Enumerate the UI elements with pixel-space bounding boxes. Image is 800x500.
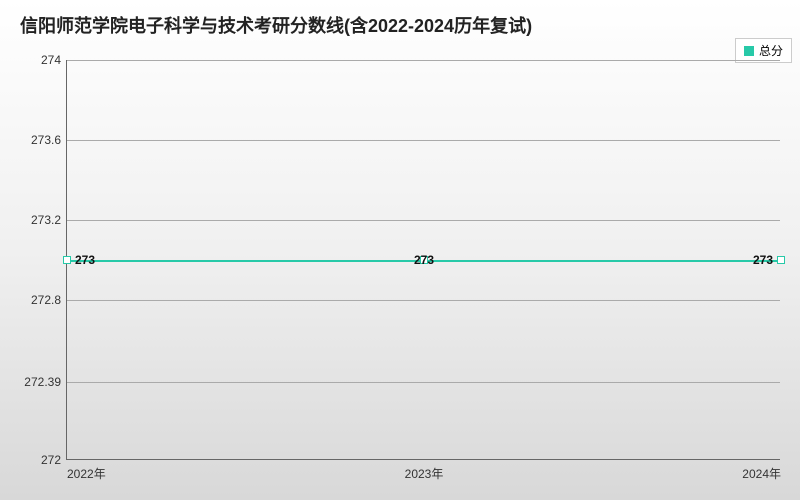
y-axis-label: 272 [41, 453, 67, 467]
y-axis-label: 273.6 [31, 133, 67, 147]
gridline [67, 60, 780, 61]
y-axis-label: 272.39 [24, 375, 67, 389]
x-axis-label: 2022年 [67, 459, 106, 482]
data-point [63, 256, 71, 264]
legend-marker [744, 46, 754, 56]
data-point [777, 256, 785, 264]
gridline [67, 300, 780, 301]
y-axis-label: 272.8 [31, 293, 67, 307]
x-axis-label: 2024年 [742, 459, 781, 482]
gridline [67, 220, 780, 221]
legend-label: 总分 [759, 42, 783, 59]
gridline [67, 382, 780, 383]
x-axis-label: 2023年 [405, 459, 444, 482]
y-axis-label: 273.2 [31, 213, 67, 227]
plot-area: 272272.39272.8273.2273.62742022年2023年202… [66, 60, 780, 460]
chart-title: 信阳师范学院电子科学与技术考研分数线(含2022-2024历年复试) [20, 12, 532, 38]
gridline [67, 140, 780, 141]
y-axis-label: 274 [41, 53, 67, 67]
data-point [420, 256, 428, 264]
